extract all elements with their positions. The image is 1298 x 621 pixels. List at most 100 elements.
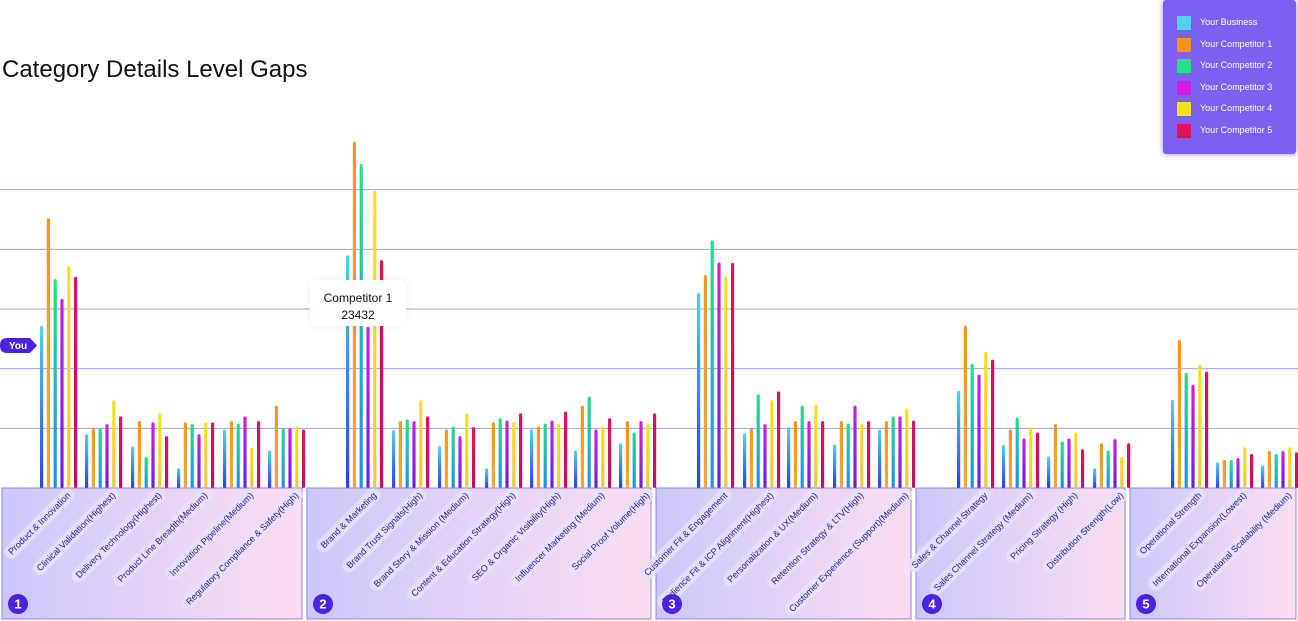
bar-your-business [1216, 462, 1220, 488]
bar-your-competitor-3 [1067, 438, 1071, 488]
category-label-pill [723, 488, 822, 587]
bar-your-business [131, 446, 135, 488]
bar-your-business [574, 450, 578, 488]
bar-your-competitor-2 [190, 424, 194, 488]
bar-your-business [177, 468, 181, 488]
category-label-pill [113, 488, 212, 587]
bar-your-competitor-1 [46, 218, 50, 488]
bar-your-competitor-2 [451, 426, 455, 488]
category-label-pill [165, 488, 258, 581]
bar-your-business [485, 468, 489, 488]
category-label-pill [657, 488, 778, 609]
category-label-pill [181, 488, 303, 609]
bar-your-competitor-4 [1074, 432, 1078, 488]
legend-label: Your Competitor 2 [1200, 60, 1273, 70]
bar-your-competitor-1 [536, 426, 540, 488]
bar-your-competitor-2 [1274, 453, 1278, 488]
you-marker-label: You [9, 341, 27, 352]
bar-your-competitor-3 [594, 429, 598, 488]
bar-your-competitor-2 [800, 405, 804, 488]
bar-your-business [878, 429, 882, 488]
bar-your-business [743, 433, 747, 488]
bar-your-business [392, 430, 396, 488]
group-badge-number: 1 [14, 597, 21, 612]
bar-your-competitor-1 [1053, 424, 1057, 488]
bar-your-competitor-5 [821, 421, 825, 488]
bar-your-competitor-1 [884, 421, 888, 488]
bar-your-competitor-3 [288, 428, 292, 488]
bar-your-competitor-3 [853, 405, 857, 488]
bar-your-competitor-4 [905, 408, 909, 488]
bar-your-business [619, 443, 623, 488]
category-label-pill [32, 488, 120, 576]
bar-your-competitor-1 [91, 428, 95, 488]
category-label-pill [929, 488, 1037, 595]
category-label-pill [1042, 488, 1128, 574]
bar-your-competitor-5 [867, 421, 871, 488]
bar-your-competitor-5 [1127, 443, 1131, 488]
bar-your-competitor-5 [165, 436, 169, 488]
bar-your-competitor-2 [891, 416, 895, 488]
legend-label: Your Competitor 5 [1200, 124, 1273, 135]
category-label-pill [784, 488, 913, 616]
bar-your-competitor-4 [1288, 447, 1292, 488]
bar-your-competitor-5 [211, 422, 215, 488]
category-label-pill [1135, 488, 1206, 559]
bar-your-competitor-1 [137, 421, 141, 488]
bar-your-competitor-4 [1243, 447, 1247, 488]
bar-your-competitor-3 [1281, 451, 1285, 488]
bar-your-competitor-5 [991, 359, 995, 488]
tooltip: Competitor 1 23432 [310, 280, 406, 326]
bar-your-competitor-5 [608, 418, 612, 488]
group-badge [922, 594, 942, 614]
legend-swatch [1177, 80, 1191, 95]
bar-your-competitor-5 [731, 263, 735, 488]
bar-your-competitor-2 [498, 418, 502, 488]
category-label-pill [71, 488, 166, 583]
bar-your-competitor-4 [112, 400, 116, 488]
bar-your-competitor-4 [1198, 364, 1202, 488]
bar-your-competitor-3 [505, 420, 509, 488]
bar-your-competitor-2 [359, 164, 363, 488]
bar-your-competitor-4 [770, 400, 774, 488]
bar-your-competitor-2 [1184, 372, 1188, 488]
bar-your-competitor-3 [412, 421, 416, 488]
bar-your-competitor-2 [1060, 441, 1064, 488]
category-label-pill [567, 488, 654, 575]
bar-your-competitor-1 [444, 429, 448, 488]
bar-your-competitor-1 [491, 422, 495, 488]
legend-label: Your Competitor 4 [1200, 103, 1273, 113]
category-label-pill [1148, 488, 1251, 591]
legend-label: Your Business [1200, 17, 1258, 27]
you-marker: You [0, 338, 37, 353]
category-label-pill [316, 488, 381, 553]
bar-your-competitor-5 [1036, 432, 1040, 488]
bar-your-competitor-4 [646, 424, 650, 488]
bar-your-competitor-5 [74, 276, 78, 488]
bar-your-competitor-4 [204, 422, 208, 488]
bar-your-competitor-5 [119, 416, 123, 488]
bar-your-competitor-2 [1106, 450, 1110, 488]
bar-your-competitor-5 [564, 411, 568, 488]
bar-your-business [1002, 445, 1006, 488]
bar-your-competitor-4 [860, 423, 864, 488]
bar-your-competitor-1 [793, 421, 797, 488]
bar-your-competitor-2 [53, 279, 57, 488]
bar-your-competitor-3 [458, 436, 462, 488]
bar-your-competitor-1 [1222, 459, 1226, 488]
bar-your-competitor-1 [1177, 340, 1181, 488]
bar-your-competitor-2 [710, 240, 714, 488]
bar-your-competitor-4 [984, 351, 988, 488]
group-badge-number: 3 [668, 597, 675, 612]
bar-your-competitor-5 [1250, 453, 1254, 488]
category-label-pill [467, 488, 565, 585]
bar-your-competitor-3 [60, 298, 64, 488]
bar-your-competitor-1 [398, 421, 402, 488]
category-label-pill [369, 488, 473, 592]
bar-your-competitor-3 [807, 421, 811, 488]
bar-your-business [438, 446, 442, 488]
bar-your-competitor-3 [197, 434, 201, 488]
category-label-pill [1006, 488, 1082, 564]
bar-your-competitor-5 [777, 391, 781, 488]
